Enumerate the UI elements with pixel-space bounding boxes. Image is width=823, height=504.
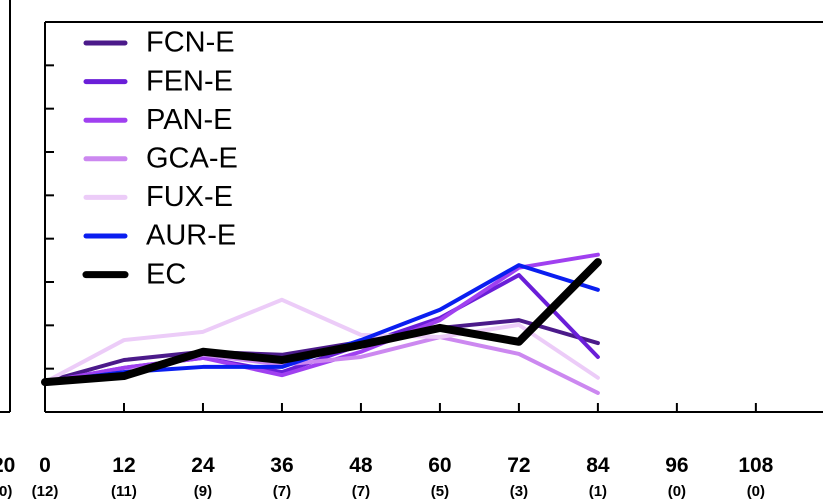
neighbor-count-label: (0) [0, 483, 12, 500]
x-tick-label: 72 [507, 454, 530, 477]
x-tick-label: 36 [270, 454, 293, 477]
legend-label: GCA-E [146, 142, 238, 174]
sample-count: (0) [668, 483, 686, 500]
x-tick-label: 24 [191, 454, 215, 477]
series-line [41, 258, 602, 387]
x-tick-label: 96 [665, 454, 688, 477]
series-line [43, 297, 600, 385]
sample-count: (9) [194, 483, 212, 500]
sample-count: (1) [589, 483, 607, 500]
x-tick-label: 60 [428, 454, 451, 477]
sample-count: (0) [747, 483, 765, 500]
x-tick-label: 84 [586, 454, 610, 477]
x-tick-label: 0 [39, 454, 51, 477]
neighbor-panel-frame [0, 0, 11, 413]
sample-count: (7) [352, 483, 370, 500]
legend-label: EC [146, 258, 186, 290]
legend-label: PAN-E [146, 104, 232, 136]
sample-count: (11) [111, 483, 137, 500]
x-tick-label: 108 [738, 454, 773, 477]
plot-frame [44, 21, 823, 413]
legend-label: AUR-E [146, 220, 236, 252]
sample-count: (12) [32, 483, 59, 500]
neighbor-tick-label: 20 [0, 454, 15, 477]
x-tick-label: 48 [349, 454, 373, 477]
sample-count: (3) [510, 483, 528, 500]
legend-label: FEN-E [146, 65, 233, 97]
x-tick-label: 12 [112, 454, 135, 477]
series-line [43, 318, 600, 385]
legend-label: FCN-E [146, 27, 235, 59]
sample-count: (7) [273, 483, 291, 500]
sample-count: (5) [431, 483, 449, 500]
legend-label: FUX-E [146, 181, 233, 213]
series-line [43, 252, 600, 385]
